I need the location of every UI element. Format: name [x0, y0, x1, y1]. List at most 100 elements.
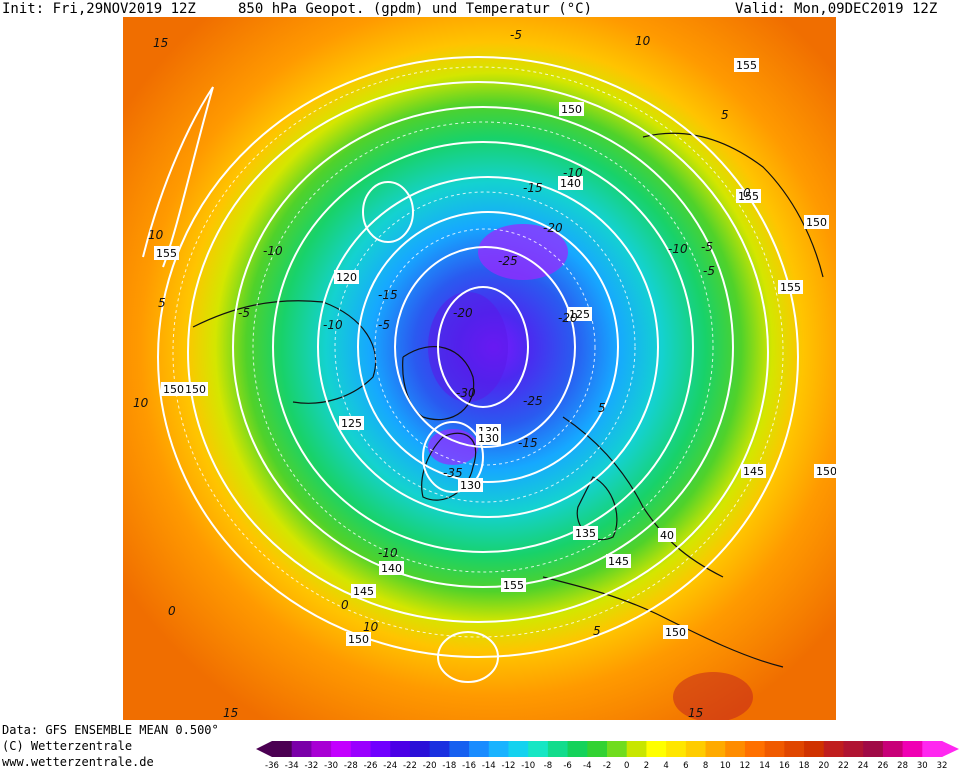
init-time: Init: Fri,29NOV2019 12Z	[2, 1, 196, 17]
temperature-labels: -5 10 15 10 -10 -5 -10 -15 -20 -25 -20 -25 -30 -35 -15…	[133, 28, 751, 720]
height-label: 150	[663, 625, 688, 639]
temperature-label: -20	[543, 221, 563, 235]
height-label: 155	[734, 58, 759, 72]
colorbar-tick-label: -14	[482, 761, 496, 770]
colorbar-swatch	[311, 741, 332, 757]
temperature-label: -10	[378, 546, 398, 560]
colorbar-swatch	[725, 741, 746, 757]
svg-text:150: 150	[185, 383, 206, 396]
colorbar-swatch	[409, 741, 431, 757]
colorbar-swatch	[705, 741, 726, 757]
colorbar-tick-label: -4	[583, 761, 591, 770]
height-label: 135	[573, 526, 598, 540]
valid-time: Valid: Mon,09DEC2019 12Z	[735, 1, 938, 17]
temperature-label: -25	[498, 254, 518, 268]
temperature-label: -5	[378, 318, 390, 332]
colorbar-tick-label: 6	[683, 761, 688, 770]
svg-text:150: 150	[561, 103, 582, 116]
colorbar-tick-label: 26	[877, 761, 888, 770]
colorbar-tick-label: 18	[799, 761, 810, 770]
height-labels: 1551501551551501551451501501501501451401…	[154, 58, 836, 646]
temperature-label: 10	[133, 396, 149, 410]
colorbar-swatch	[272, 741, 293, 757]
svg-text:155: 155	[738, 190, 759, 203]
svg-text:130: 130	[460, 479, 481, 492]
colorbar-swatch	[488, 741, 509, 757]
cold-core-center	[428, 292, 508, 402]
height-label: 150	[161, 382, 186, 396]
svg-text:155: 155	[503, 579, 524, 592]
svg-text:155: 155	[780, 281, 801, 294]
colorbar-swatch	[469, 741, 490, 757]
colorbar-tick-label: 4	[663, 761, 668, 770]
colorbar-tick-label: -32	[304, 761, 318, 770]
temperature-label: -25	[523, 394, 543, 408]
weather-map: 1551501551551501551451501501501501451401…	[123, 17, 836, 720]
colorbar-arrow-low	[256, 741, 272, 757]
colorbar-tick-label: 28	[897, 761, 908, 770]
colorbar-swatch	[784, 741, 805, 757]
colorbar-tick-label: 32	[937, 761, 948, 770]
temperature-label: 15	[688, 706, 703, 720]
temperature-label: -20	[558, 311, 578, 325]
colorbar-swatch	[922, 741, 943, 757]
colorbar-swatch	[764, 741, 785, 757]
colorbar-tick-label: -20	[423, 761, 437, 770]
colorbar-swatch	[863, 741, 884, 757]
temperature-label: 10	[148, 228, 164, 242]
colorbar-tick-label: 2	[644, 761, 649, 770]
svg-text:135: 135	[575, 527, 596, 540]
colorbar-swatch	[390, 741, 411, 757]
height-label: 155	[501, 578, 526, 592]
temperature-label: -35	[443, 466, 463, 480]
coastlines	[192, 132, 824, 668]
colorbar-tick-label: -8	[544, 761, 552, 770]
cold-core-greenland	[428, 429, 478, 465]
height-label: 40	[658, 528, 676, 542]
colorbar-swatch	[331, 741, 352, 757]
svg-text:145: 145	[608, 555, 629, 568]
temperature-label: -5	[703, 264, 715, 278]
colorbar-swatch	[685, 741, 707, 757]
temperature-label: 5	[598, 401, 606, 415]
colorbar-swatch	[626, 741, 647, 757]
svg-text:140: 140	[381, 562, 402, 575]
height-label: 150	[183, 382, 208, 396]
temperature-label: 5	[158, 296, 166, 310]
colorbar-tick-label: -24	[383, 761, 397, 770]
colorbar-swatch	[370, 741, 391, 757]
colorbar-swatch	[508, 741, 529, 757]
colorbar-swatch	[823, 741, 844, 757]
colorbar-tick-label: -28	[344, 761, 358, 770]
colorbar-tick-label: 0	[624, 761, 629, 770]
height-label: 150	[804, 215, 829, 229]
svg-text:40: 40	[660, 529, 674, 542]
height-label: 130	[458, 478, 483, 492]
website-link[interactable]: www.wetterzentrale.de	[2, 755, 154, 769]
height-label: 145	[351, 584, 376, 598]
colorbar-tick-label: -12	[502, 761, 516, 770]
svg-text:155: 155	[156, 247, 177, 260]
temperature-label: -15	[523, 181, 543, 195]
colorbar-swatch	[804, 741, 825, 757]
height-label: 150	[814, 464, 836, 478]
svg-text:145: 145	[743, 465, 764, 478]
temperature-label: 0	[743, 186, 751, 200]
colorbar-swatch	[843, 741, 864, 757]
height-label: 125	[339, 416, 364, 430]
colorbar-tick-label: 8	[703, 761, 708, 770]
colorbar-tick-label: -34	[285, 761, 299, 770]
colorbar-tick-label: -2	[603, 761, 611, 770]
temperature-label: 5	[593, 624, 601, 638]
colorbar-tick-label: 22	[838, 761, 849, 770]
svg-text:150: 150	[163, 383, 184, 396]
height-label: 125	[567, 307, 592, 321]
colorbar-swatch	[291, 741, 312, 757]
temperature-label: -10	[563, 166, 583, 180]
colorbar-tick-label: -22	[403, 761, 417, 770]
height-label: 145	[606, 554, 631, 568]
height-label: 145	[741, 464, 766, 478]
colorbar-swatch	[528, 741, 549, 757]
temperature-label: 10	[635, 34, 651, 48]
colorbar-swatch	[449, 741, 470, 757]
